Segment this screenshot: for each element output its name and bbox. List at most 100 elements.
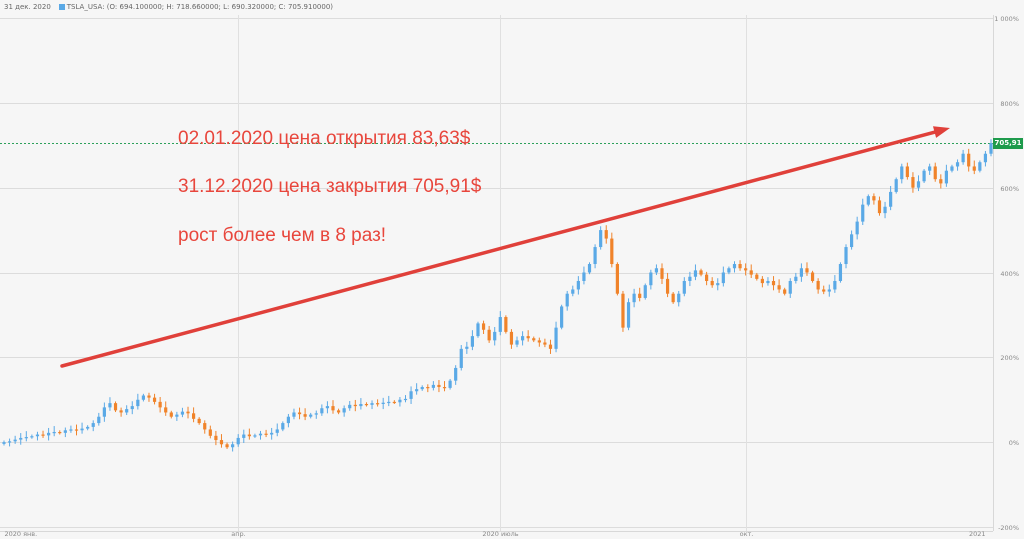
candle-down bbox=[442, 387, 447, 389]
candle-down bbox=[41, 434, 45, 436]
candle-down bbox=[872, 196, 876, 201]
annotation-open-price: 02.01.2020 цена открытия 83,63$ bbox=[178, 128, 471, 149]
x-tick-label: окт. bbox=[740, 530, 754, 538]
candle-down bbox=[822, 289, 826, 292]
candle-up bbox=[258, 433, 263, 436]
candle-up bbox=[560, 306, 564, 328]
candle-up bbox=[253, 435, 257, 437]
candle-up bbox=[587, 264, 592, 273]
candle-down bbox=[376, 403, 380, 405]
candle-up bbox=[2, 442, 6, 444]
candle-down bbox=[191, 413, 196, 419]
candle-up bbox=[415, 389, 419, 392]
candle-up bbox=[24, 437, 28, 439]
candle-up bbox=[86, 426, 90, 429]
candle-down bbox=[744, 268, 748, 271]
candle-up bbox=[454, 367, 458, 381]
candle-up bbox=[827, 289, 831, 292]
candle-up bbox=[309, 414, 313, 417]
candle-up bbox=[420, 387, 424, 390]
candle-down bbox=[939, 179, 943, 184]
candle-down bbox=[74, 429, 79, 431]
candle-down bbox=[58, 431, 62, 434]
candle-up bbox=[515, 340, 519, 345]
candle-down bbox=[169, 412, 173, 417]
candle-down bbox=[303, 414, 307, 417]
candle-down bbox=[537, 340, 541, 343]
candle-up bbox=[459, 348, 463, 368]
x-tick-label: 2020 июль bbox=[482, 530, 518, 538]
candle-up bbox=[716, 283, 720, 286]
candle-down bbox=[771, 280, 776, 286]
candle-down bbox=[247, 434, 251, 437]
candle-up bbox=[916, 181, 921, 188]
candle-up bbox=[788, 280, 792, 294]
candle-down bbox=[353, 404, 357, 407]
y-tick-label: 200% bbox=[1000, 354, 1019, 362]
candle-up bbox=[52, 431, 56, 434]
candle-up bbox=[231, 444, 235, 448]
candle-down bbox=[481, 323, 486, 330]
candle-down bbox=[392, 401, 396, 404]
candle-up bbox=[928, 166, 932, 171]
candle-up bbox=[342, 408, 346, 413]
candle-up bbox=[448, 380, 452, 388]
trend-arrow bbox=[60, 126, 950, 368]
candle-up bbox=[242, 434, 246, 438]
candle-up bbox=[141, 395, 146, 400]
candle-down bbox=[699, 270, 703, 275]
candle-down bbox=[197, 418, 201, 424]
arrow-shaft bbox=[60, 130, 937, 368]
candle-up bbox=[130, 406, 134, 410]
candle-down bbox=[264, 433, 268, 435]
candle-up bbox=[476, 323, 480, 337]
candle-up bbox=[950, 166, 954, 171]
candle-down bbox=[437, 384, 441, 388]
annotation-growth: рост более чем в 8 раз! bbox=[178, 225, 387, 246]
candle-up bbox=[320, 408, 324, 414]
candle-up bbox=[69, 429, 73, 431]
candle-down bbox=[526, 336, 530, 339]
candle-down bbox=[147, 395, 151, 398]
candle-up bbox=[236, 437, 240, 445]
y-tick-label: 400% bbox=[1000, 270, 1019, 278]
candle-down bbox=[610, 238, 614, 265]
candle-up bbox=[727, 268, 731, 273]
candle-up bbox=[431, 384, 435, 388]
candle-down bbox=[119, 410, 123, 413]
candle-down bbox=[615, 264, 619, 294]
candle-up bbox=[325, 406, 330, 409]
candle-up bbox=[270, 432, 274, 435]
candle-down bbox=[738, 264, 742, 269]
candle-up bbox=[989, 143, 993, 154]
candle-up bbox=[682, 280, 686, 294]
header-date: 31 дек. 2020 bbox=[4, 3, 51, 11]
candle-up bbox=[571, 289, 575, 294]
candle-up bbox=[922, 170, 926, 182]
candle-down bbox=[214, 435, 218, 441]
candle-down bbox=[660, 268, 664, 279]
candle-down bbox=[967, 153, 971, 167]
candle-up bbox=[944, 170, 948, 184]
candle-down bbox=[671, 293, 675, 303]
candle-up bbox=[275, 429, 279, 433]
candle-up bbox=[643, 285, 647, 298]
chart-header: 31 дек. 2020 TSLA_USA: (O: 694.100000; H:… bbox=[4, 3, 333, 11]
candle-up bbox=[978, 162, 982, 171]
candle-up bbox=[498, 317, 502, 332]
y-tick-label: 800% bbox=[1000, 100, 1019, 108]
candle-down bbox=[877, 200, 882, 214]
candle-up bbox=[465, 346, 469, 349]
candle-down bbox=[816, 280, 820, 290]
candle-up bbox=[599, 230, 603, 248]
candle-up bbox=[626, 302, 631, 328]
candle-up bbox=[359, 403, 363, 407]
candle-up bbox=[125, 409, 129, 413]
candle-up bbox=[520, 336, 525, 341]
candle-up bbox=[593, 247, 597, 265]
candle-down bbox=[336, 410, 341, 413]
candle-up bbox=[855, 221, 859, 235]
candle-down bbox=[621, 293, 625, 328]
candle-down bbox=[113, 403, 118, 411]
